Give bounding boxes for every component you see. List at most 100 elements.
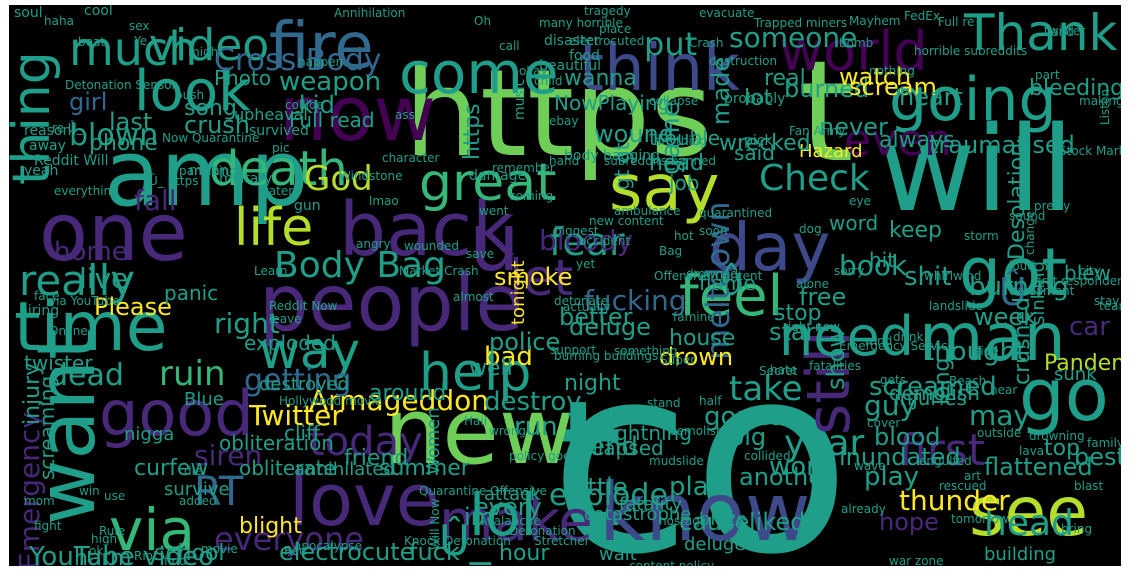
word-134: top xyxy=(1044,436,1080,461)
word-367: land xyxy=(1048,25,1074,39)
word-284: landslide xyxy=(929,299,983,313)
word-48: great xyxy=(419,153,557,213)
word-324: child xyxy=(534,74,563,88)
word-332: drink xyxy=(893,330,923,344)
word-190: around xyxy=(369,381,446,406)
word-238: electrocuted xyxy=(569,34,644,48)
word-67: everyone xyxy=(214,520,364,558)
word-166: collapsed xyxy=(569,436,664,460)
word-242: hiring xyxy=(19,303,59,319)
word-132: show xyxy=(822,328,850,390)
word-120: start xyxy=(769,318,825,346)
word-289: lava xyxy=(1019,444,1044,458)
word-220: anything xyxy=(654,134,707,148)
word-108: shit xyxy=(904,262,951,292)
word-293: demolished xyxy=(669,424,739,438)
word-54: first xyxy=(899,425,985,476)
word-223: quarantined xyxy=(699,206,772,220)
word-60: smoke xyxy=(494,263,572,291)
word-61: fucking xyxy=(584,284,687,317)
word-65: bad xyxy=(484,342,533,372)
word-369: Now Quarantine xyxy=(162,131,259,145)
word-258: subreddits banned xyxy=(604,154,716,168)
word-275: yeah xyxy=(24,163,58,179)
word-260: Fan Army xyxy=(789,124,845,138)
word-113: car xyxy=(1069,312,1110,342)
word-1: https xyxy=(404,45,713,184)
word-308: win xyxy=(79,484,100,498)
word-321: sex xyxy=(129,19,150,33)
word-319: leave xyxy=(269,312,302,326)
word-349: character xyxy=(382,151,440,165)
word-92: watch xyxy=(839,63,911,91)
word-87: someone xyxy=(729,21,857,54)
word-182: Full read xyxy=(289,108,375,132)
word-94: heart xyxy=(899,83,963,111)
word-198: fatality xyxy=(619,494,683,515)
word-216: beautiful xyxy=(539,58,601,74)
word-103: wanna xyxy=(564,66,637,91)
word-255: Windstone xyxy=(339,169,402,183)
word-259: collapse xyxy=(649,94,698,108)
word-91: scream xyxy=(849,73,937,101)
word-178: head xyxy=(649,151,704,176)
word-164: twister xyxy=(24,351,93,375)
word-99: game xyxy=(656,101,686,175)
word-24: now xyxy=(279,69,436,158)
word-66: explode xyxy=(549,478,668,513)
word-cloud-image: co https t t amp will new people back one time love… xyxy=(9,5,1121,566)
word-311: Riot xyxy=(134,549,158,563)
word-12: know xyxy=(599,466,810,559)
word-7: people xyxy=(259,259,523,349)
word-33: need xyxy=(779,305,914,368)
word-34: let xyxy=(509,249,573,307)
word-95: traumatised xyxy=(929,131,1075,159)
word-337: happen xyxy=(298,55,343,69)
word-42: really xyxy=(19,256,135,305)
word-177: wound xyxy=(594,120,674,148)
word-355: art xyxy=(964,469,981,483)
word-40: life xyxy=(234,198,313,258)
word-330: soon xyxy=(699,224,728,238)
word-271: Stock Market xyxy=(1059,144,1121,158)
word-146: cause xyxy=(679,508,749,536)
word-2: t xyxy=(799,31,854,194)
word-145: play xyxy=(864,462,919,492)
word-240: making xyxy=(1079,94,1121,108)
word-188: house xyxy=(669,326,735,351)
word-312: find xyxy=(164,554,187,566)
word-327: okay xyxy=(519,64,548,78)
word-306: mom xyxy=(24,494,55,508)
word-119: stop xyxy=(774,301,822,326)
word-286: first responders xyxy=(1034,274,1121,288)
word-23: Thank xyxy=(963,5,1118,62)
word-359: pic xyxy=(272,141,290,155)
word-352: famine xyxy=(673,310,715,324)
word-35: u xyxy=(469,196,520,289)
word-264: call xyxy=(499,39,520,53)
word-100: made xyxy=(707,57,735,125)
word-344: outside xyxy=(977,426,1021,440)
word-261: destruction xyxy=(709,54,777,68)
word-277: biggest xyxy=(554,224,599,238)
word-212: gun xyxy=(294,198,321,214)
word-78: home xyxy=(54,237,128,267)
word-173: panic xyxy=(164,281,218,305)
word-209: Reddit Will xyxy=(34,153,109,169)
word-226: sorry xyxy=(834,264,864,278)
word-76: Please xyxy=(94,293,172,321)
word-269: Crash xyxy=(689,36,724,50)
word-175: tonight xyxy=(508,261,529,325)
word-117: crushed xyxy=(1010,297,1035,385)
word-171: destroyed xyxy=(259,374,349,395)
word-317: via YouTube xyxy=(49,294,119,308)
word-322: Ye xyxy=(133,34,147,48)
word-366: tomorrow xyxy=(951,512,1009,526)
word-147: liked xyxy=(749,508,805,536)
word-138: big xyxy=(729,423,766,451)
word-341: drowned xyxy=(686,267,738,281)
word-161: blight xyxy=(239,514,302,539)
word-158: harm xyxy=(74,546,132,566)
word-169: lightning xyxy=(604,421,692,445)
